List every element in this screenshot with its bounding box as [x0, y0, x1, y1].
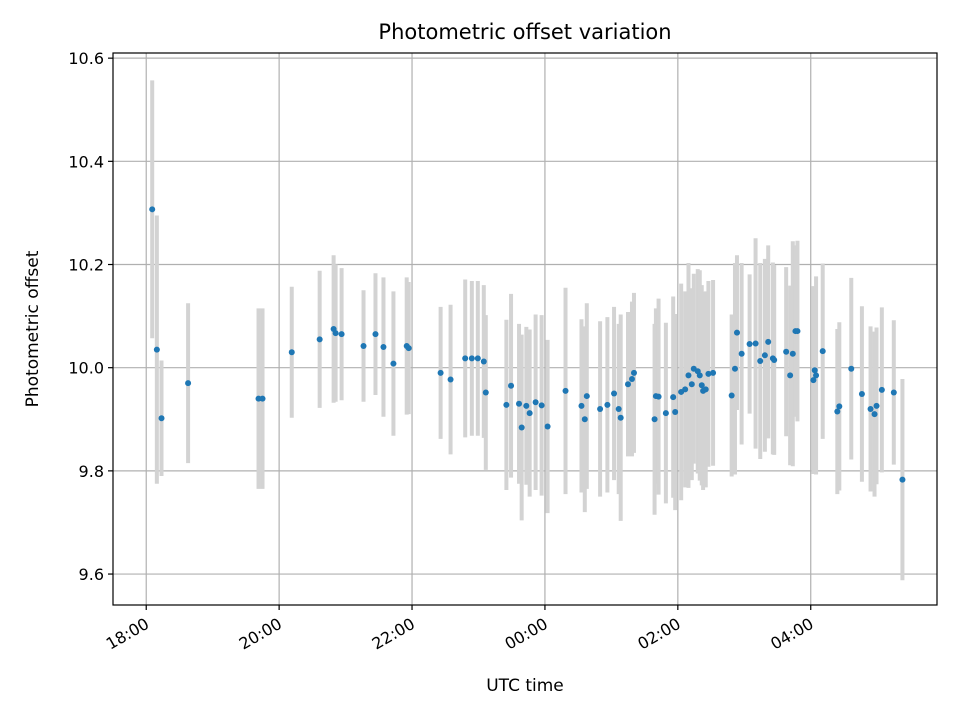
- data-point: [562, 387, 569, 394]
- data-point: [728, 392, 735, 399]
- data-point: [836, 403, 843, 410]
- data-point: [811, 367, 818, 374]
- data-point: [651, 416, 658, 423]
- data-point: [899, 476, 906, 483]
- data-point: [628, 376, 635, 383]
- data-point: [532, 399, 539, 406]
- data-point: [153, 346, 160, 353]
- data-point: [757, 357, 764, 364]
- data-point: [685, 372, 692, 379]
- data-point: [149, 206, 156, 213]
- y-tick-label: 9.8: [79, 462, 104, 481]
- data-point: [604, 401, 611, 408]
- data-point: [867, 405, 874, 412]
- data-point: [752, 340, 759, 347]
- data-point: [372, 331, 379, 338]
- grid: [113, 53, 937, 605]
- data-point: [810, 377, 817, 384]
- data-point: [738, 350, 745, 357]
- data-point: [702, 386, 709, 393]
- y-tick-label: 10.6: [68, 49, 104, 68]
- data-point: [733, 329, 740, 336]
- data-point: [462, 355, 469, 362]
- data-point: [480, 358, 487, 365]
- y-tick-label: 10.0: [68, 359, 104, 378]
- data-point: [655, 393, 662, 400]
- data-point: [787, 372, 794, 379]
- x-axis-label: UTC time: [486, 676, 564, 696]
- data-point: [662, 410, 669, 417]
- data-point: [731, 365, 738, 372]
- data-point: [390, 360, 397, 367]
- data-point: [516, 400, 523, 407]
- data-point: [848, 365, 855, 372]
- data-point: [474, 355, 481, 362]
- data-point: [338, 331, 345, 338]
- data-point: [794, 328, 801, 335]
- data-point: [625, 381, 631, 388]
- data-point: [746, 340, 753, 347]
- data-point: [597, 405, 604, 412]
- data-point: [316, 336, 323, 343]
- data-point: [698, 382, 705, 389]
- data-point: [523, 402, 530, 409]
- data-points: [149, 206, 906, 483]
- data-point: [581, 416, 588, 423]
- data-point: [873, 402, 880, 409]
- data-point: [538, 402, 545, 409]
- data-point: [617, 414, 624, 421]
- data-point: [468, 355, 475, 362]
- data-point: [518, 424, 525, 431]
- chart-title: Photometric offset variation: [378, 20, 671, 44]
- data-point: [447, 376, 454, 383]
- data-point: [259, 395, 266, 402]
- data-point: [765, 338, 772, 345]
- data-point: [288, 349, 295, 356]
- data-point: [672, 409, 679, 416]
- data-point: [705, 370, 712, 377]
- data-point: [185, 380, 192, 387]
- data-point: [710, 369, 717, 376]
- plot-frame: [112, 52, 938, 606]
- data-point: [583, 393, 590, 400]
- data-point: [819, 348, 826, 355]
- data-point: [578, 402, 585, 409]
- data-point: [405, 345, 412, 352]
- data-point: [761, 352, 768, 359]
- data-point: [670, 394, 677, 401]
- data-point: [858, 391, 865, 398]
- data-point: [789, 350, 796, 357]
- data-point: [526, 410, 533, 417]
- data-point: [834, 408, 841, 415]
- y-tick-label: 9.6: [79, 565, 104, 584]
- data-point: [544, 423, 551, 430]
- y-tick-label: 10.2: [68, 256, 104, 275]
- data-point: [482, 389, 489, 396]
- y-axis-label: Photometric offset: [23, 250, 43, 407]
- data-point: [158, 415, 165, 422]
- data-point: [871, 411, 878, 418]
- data-point: [380, 344, 387, 351]
- data-point: [890, 389, 897, 396]
- data-point: [611, 390, 618, 397]
- data-point: [630, 369, 637, 376]
- data-point: [360, 343, 367, 350]
- y-tick-label: 10.4: [68, 152, 104, 171]
- data-point: [437, 369, 444, 376]
- data-point: [332, 330, 339, 337]
- data-point: [696, 372, 703, 379]
- data-point: [508, 382, 515, 389]
- data-point: [878, 386, 885, 393]
- data-point: [682, 386, 689, 393]
- data-point: [771, 356, 778, 363]
- data-point: [813, 372, 820, 379]
- data-point: [783, 348, 790, 355]
- data-point: [615, 405, 622, 412]
- data-point: [688, 381, 695, 388]
- data-point: [503, 401, 510, 408]
